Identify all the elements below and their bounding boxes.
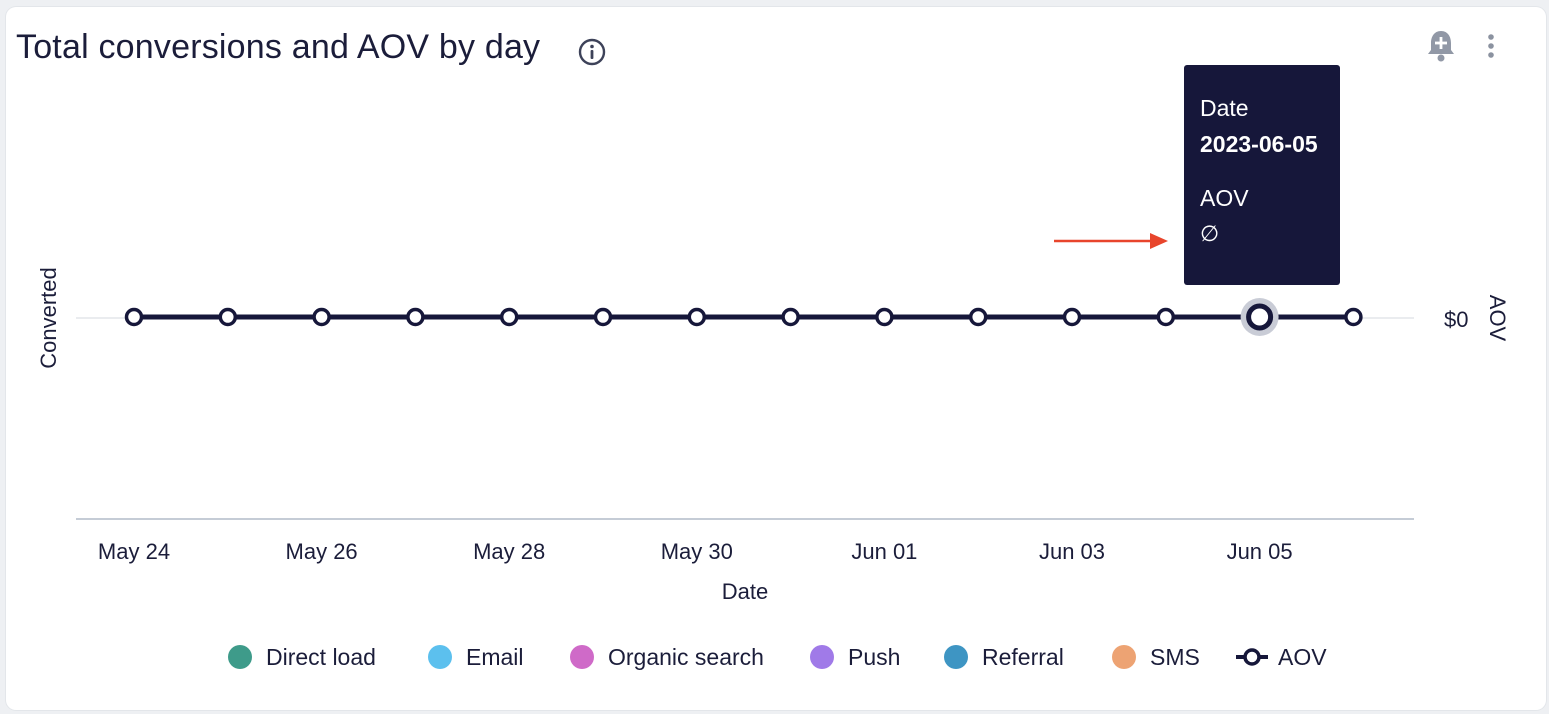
- tooltip-metric-value: ∅: [1200, 221, 1220, 246]
- chart-legend: Direct load Email Organic search Push Referr…: [0, 640, 1549, 674]
- aov-point[interactable]: [781, 307, 800, 327]
- legend-item-organic-search[interactable]: Organic search: [570, 640, 764, 674]
- x-tick-label: Jun 05: [1227, 539, 1293, 564]
- legend-item-direct-load[interactable]: Direct load: [228, 640, 376, 674]
- aov-point-highlighted[interactable]: [1246, 303, 1274, 331]
- legend-item-referral[interactable]: Referral: [944, 640, 1064, 674]
- legend-label: Referral: [982, 643, 1064, 670]
- aov-point[interactable]: [1062, 307, 1082, 327]
- legend-dot: [1112, 645, 1136, 669]
- legend-item-email[interactable]: Email: [428, 640, 524, 674]
- x-tick-labels: May 24 May 26 May 28 May 30 Jun 01 Jun 03 Jun …: [98, 539, 1293, 564]
- aov-point[interactable]: [875, 307, 894, 327]
- legend-dot: [810, 645, 834, 669]
- legend-dot: [228, 645, 252, 669]
- aov-point[interactable]: [1344, 307, 1363, 327]
- aov-series: [124, 298, 1363, 336]
- y-axis-right-label: AOV: [1485, 295, 1510, 342]
- tooltip-date-value: 2023-06-05: [1200, 131, 1318, 157]
- legend-label: Push: [848, 643, 901, 670]
- aov-point[interactable]: [312, 307, 331, 327]
- aov-point[interactable]: [499, 307, 519, 327]
- x-axis-label: Date: [722, 579, 768, 604]
- x-tick-label: May 24: [98, 539, 170, 564]
- legend-item-push[interactable]: Push: [810, 640, 900, 674]
- aov-point[interactable]: [124, 307, 144, 327]
- legend-label: Direct load: [266, 643, 376, 670]
- legend-label: Organic search: [608, 643, 764, 670]
- legend-item-aov[interactable]: AOV: [1236, 640, 1327, 674]
- aov-point[interactable]: [687, 307, 707, 327]
- aov-point[interactable]: [968, 307, 988, 327]
- x-tick-label: May 26: [286, 539, 358, 564]
- tooltip-date-label: Date: [1200, 95, 1249, 121]
- legend-dot: [944, 645, 968, 669]
- legend-label: AOV: [1278, 643, 1327, 670]
- legend-label: SMS: [1150, 643, 1200, 670]
- x-tick-label: Jun 03: [1039, 539, 1105, 564]
- legend-dot: [570, 645, 594, 669]
- y-axis-left-label: Converted: [36, 267, 61, 369]
- chart-title: Total conversions and AOV by day: [16, 28, 541, 66]
- x-tick-label: May 30: [661, 539, 733, 564]
- x-tick-label: Jun 01: [851, 539, 917, 564]
- legend-item-sms[interactable]: SMS: [1112, 640, 1200, 674]
- info-icon[interactable]: [578, 38, 606, 66]
- chart-tooltip: Date 2023-06-05 AOV ∅: [1184, 65, 1340, 285]
- legend-line-marker: [1236, 648, 1268, 666]
- aov-point[interactable]: [406, 307, 425, 327]
- annotation-arrow: [1054, 233, 1168, 249]
- aov-point[interactable]: [593, 307, 613, 327]
- x-tick-label: May 28: [473, 539, 545, 564]
- legend-label: Email: [466, 643, 524, 670]
- y-right-tick-label: $0: [1444, 307, 1468, 332]
- legend-dot: [428, 645, 452, 669]
- aov-point[interactable]: [1156, 307, 1176, 327]
- bell-plus-icon[interactable]: [1426, 28, 1456, 64]
- aov-point[interactable]: [218, 307, 238, 327]
- more-vertical-icon[interactable]: [1483, 28, 1499, 64]
- tooltip-metric-label: AOV: [1200, 185, 1249, 211]
